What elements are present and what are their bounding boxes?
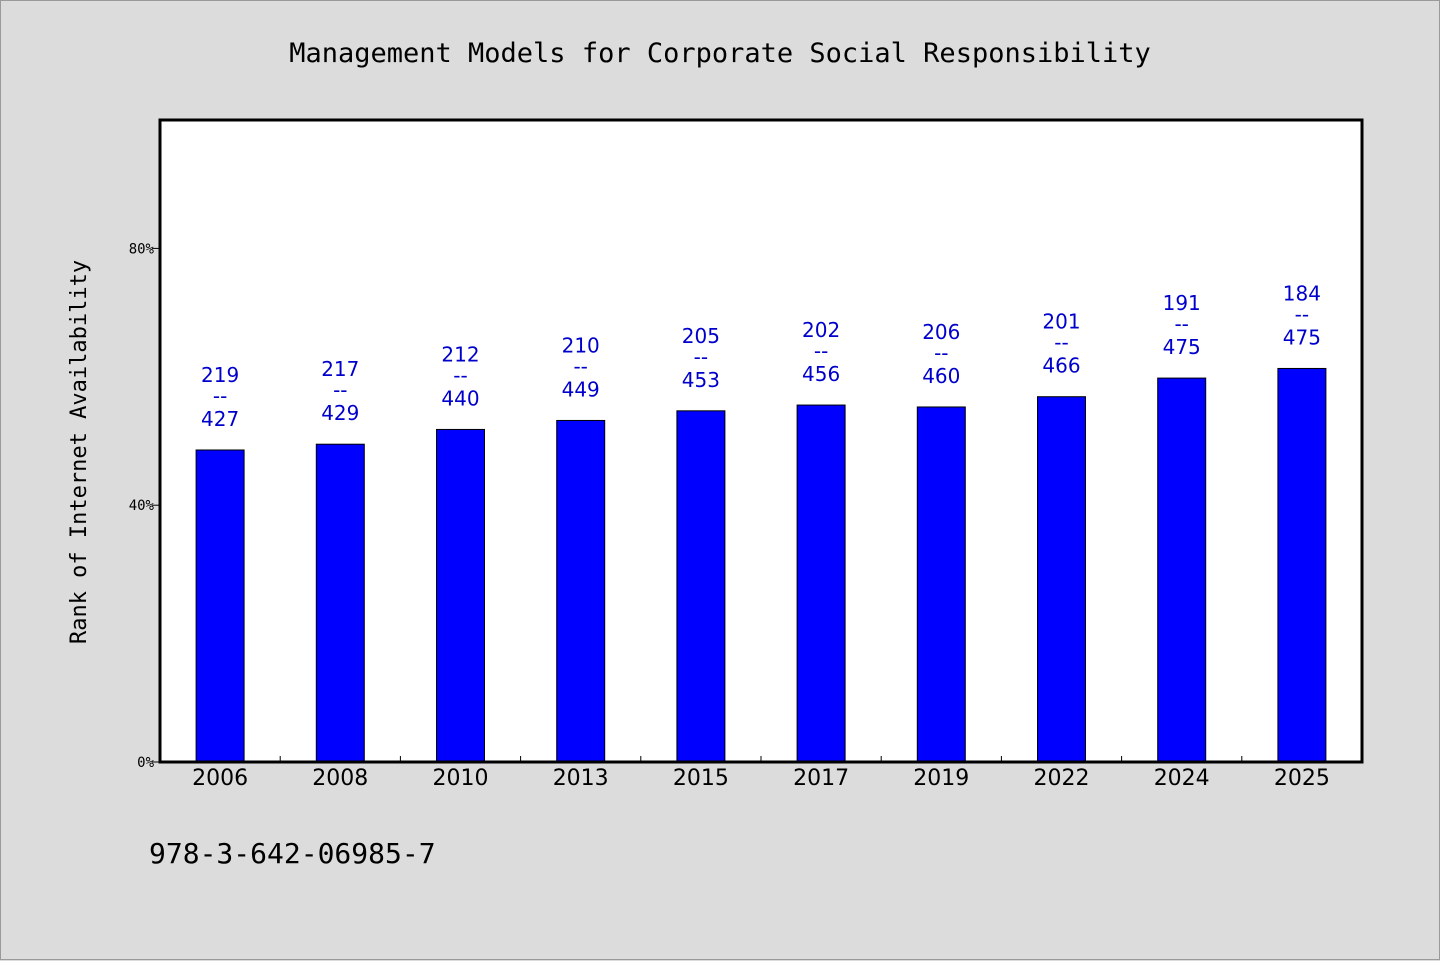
data-label-total: 440	[441, 386, 479, 410]
data-label-total: 475	[1283, 325, 1321, 349]
data-label-separator: --	[573, 354, 587, 378]
y-axis-ticks: 0% 40% 80%	[129, 241, 160, 771]
bar-2017	[796, 404, 846, 763]
data-label-separator: --	[453, 363, 467, 387]
data-label-separator: --	[1054, 331, 1068, 355]
y-tick-label: 0%	[137, 755, 154, 771]
data-label-rank: 217	[321, 357, 359, 381]
x-tick-label: 2017	[793, 766, 849, 791]
chart-title: Management Models for Corporate Social R…	[289, 38, 1151, 69]
bar-2019	[916, 406, 966, 763]
x-tick-label: 2010	[433, 766, 489, 791]
x-tick-label: 2019	[913, 766, 969, 791]
data-label-separator: --	[694, 345, 708, 369]
data-label-total: 449	[562, 377, 600, 401]
x-tick-label: 2015	[673, 766, 729, 791]
data-label-separator: --	[1295, 302, 1309, 326]
data-label-rank: 201	[1042, 310, 1080, 334]
data-label-rank: 210	[562, 333, 600, 357]
x-tick-label: 2024	[1154, 766, 1210, 791]
data-label-rank: 184	[1283, 281, 1321, 305]
data-label-total: 429	[321, 401, 359, 425]
x-tick-label: 2013	[553, 766, 609, 791]
bar-2008	[315, 443, 365, 763]
bar-2022	[1037, 396, 1086, 763]
y-tick-label: 80%	[129, 241, 155, 257]
data-label-rank: 191	[1163, 291, 1201, 315]
plot-frame	[158, 118, 1364, 764]
x-tick-label: 2006	[192, 766, 248, 791]
bar-2013	[556, 419, 606, 763]
bar-2025	[1277, 367, 1327, 763]
data-label-total: 466	[1042, 354, 1080, 378]
data-label-total: 453	[682, 368, 720, 392]
data-label-separator: --	[333, 378, 347, 402]
data-label-total: 475	[1163, 335, 1201, 359]
x-tick-label: 2022	[1034, 766, 1090, 791]
isbn-footer: 978-3-642-06985-7	[149, 837, 436, 870]
data-label-total: 460	[922, 364, 960, 388]
data-label-rank: 202	[802, 318, 840, 342]
data-label-separator: --	[814, 339, 828, 363]
data-label-rank: 219	[201, 363, 239, 387]
bar-2010	[436, 428, 485, 763]
bar-2024	[1157, 377, 1207, 763]
data-label-separator: --	[1174, 312, 1188, 336]
data-label-rank: 205	[682, 324, 720, 348]
y-tick-label: 40%	[129, 498, 155, 514]
data-label-separator: --	[934, 341, 948, 365]
bar-2015	[676, 410, 726, 763]
data-label-total: 456	[802, 362, 840, 386]
y-axis-label: Rank of Internet Availability	[67, 260, 92, 644]
x-tick-label: 2008	[312, 766, 368, 791]
bar-2006	[195, 449, 245, 763]
data-label-rank: 206	[922, 320, 960, 344]
data-label-total: 427	[201, 407, 239, 431]
data-label-separator: --	[213, 384, 227, 408]
x-axis-ticks: 2006 2008 2010 2013 2015 2017 2019 2022 2024 2025	[192, 756, 1330, 791]
x-tick-label: 2025	[1274, 766, 1330, 791]
bars-group	[195, 367, 1327, 763]
data-label-rank: 212	[441, 342, 479, 366]
data-labels-group: 219--427217--429212--440210--449205--453…	[201, 281, 1321, 431]
